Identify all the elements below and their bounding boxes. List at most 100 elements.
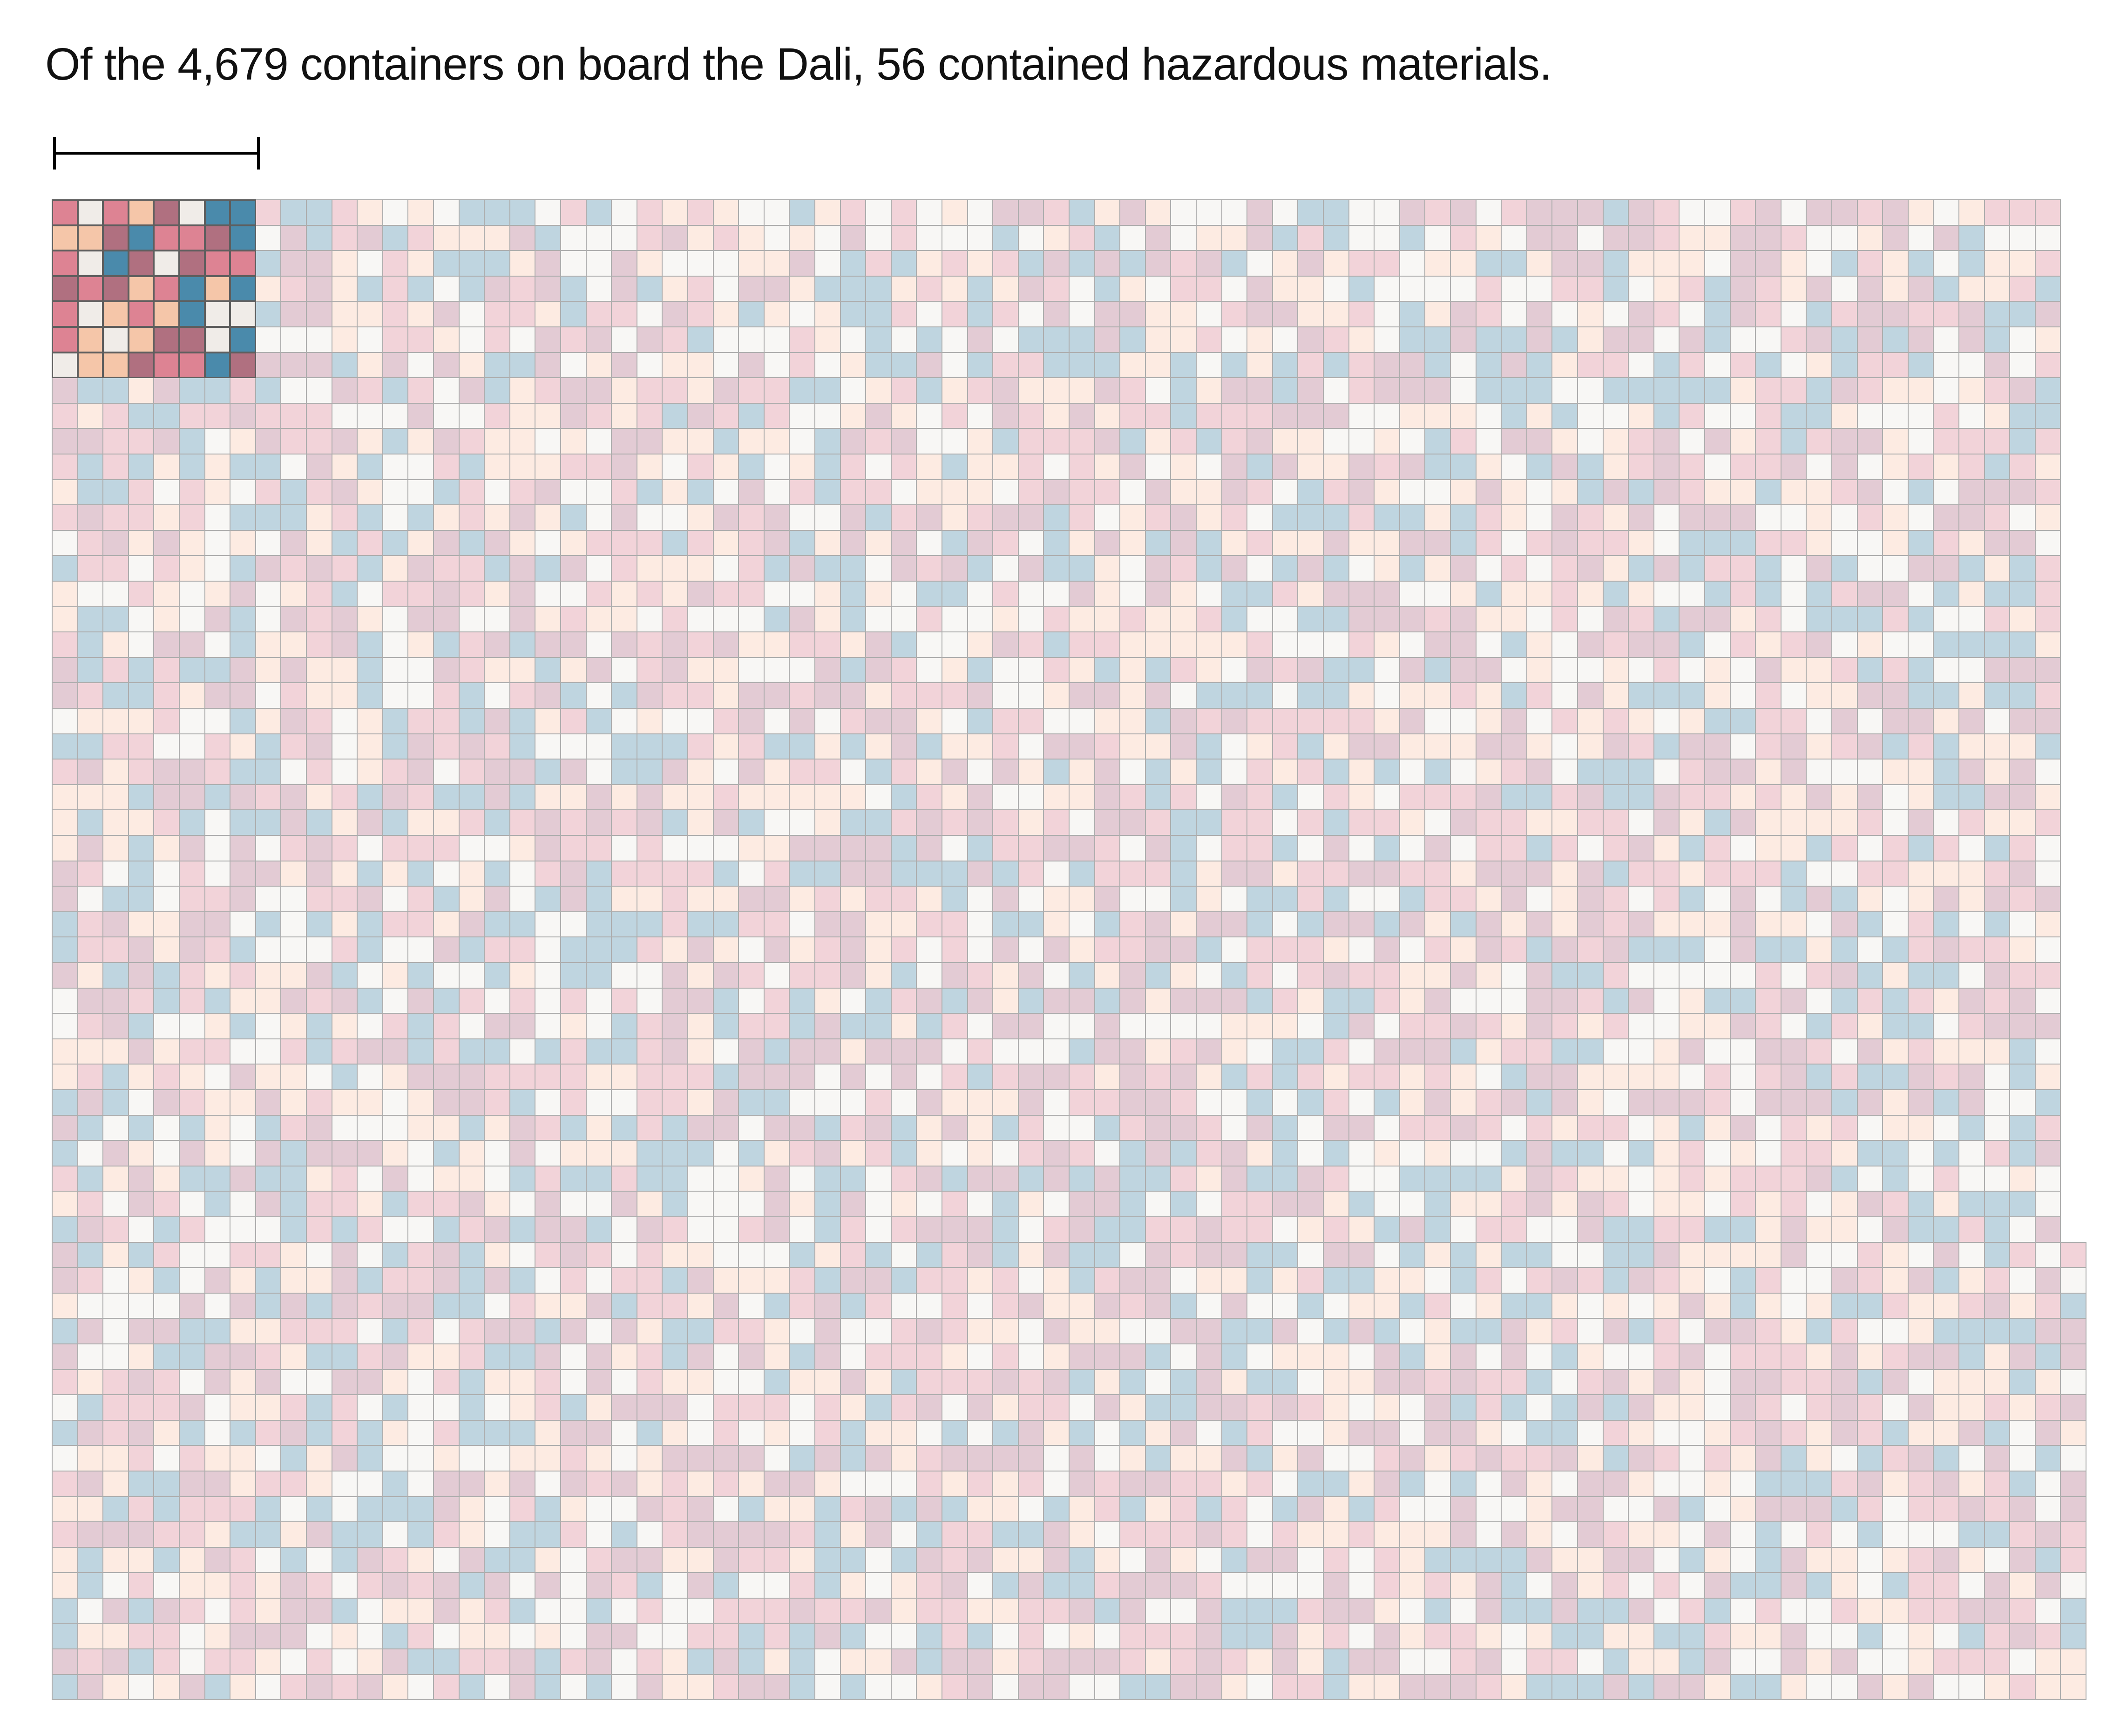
container-cell bbox=[1780, 529, 1807, 556]
container-cell bbox=[992, 529, 1019, 556]
container-cell bbox=[331, 1419, 358, 1446]
container-cell bbox=[535, 1648, 561, 1675]
container-cell bbox=[1856, 733, 1883, 760]
container-cell bbox=[1755, 555, 1782, 582]
container-cell bbox=[992, 250, 1019, 277]
container-cell bbox=[2009, 886, 2036, 912]
container-cell bbox=[1907, 1064, 1934, 1090]
container-cell bbox=[916, 1471, 942, 1497]
container-cell bbox=[1551, 784, 1578, 811]
container-cell bbox=[331, 504, 358, 531]
container-cell bbox=[1933, 911, 1959, 938]
container-cell bbox=[662, 1241, 688, 1268]
container-cell bbox=[560, 733, 587, 760]
container-cell bbox=[1094, 657, 1121, 684]
container-cell bbox=[662, 377, 688, 404]
container-cell bbox=[1907, 1140, 1934, 1166]
container-cell bbox=[179, 1419, 205, 1446]
container-cell bbox=[1043, 1419, 1070, 1446]
container-cell bbox=[1374, 1140, 1400, 1166]
container-cell bbox=[1780, 1623, 1807, 1650]
container-cell bbox=[1551, 657, 1578, 684]
container-cell bbox=[1679, 1546, 1705, 1573]
container-cell bbox=[1501, 1648, 1527, 1675]
container-cell bbox=[433, 759, 460, 785]
container-cell bbox=[636, 1369, 663, 1396]
hazardous-container-cell bbox=[102, 199, 129, 226]
container-cell bbox=[331, 402, 358, 429]
container-cell bbox=[916, 199, 942, 226]
container-cell bbox=[1170, 1369, 1197, 1396]
container-cell bbox=[280, 1292, 307, 1319]
container-cell bbox=[1907, 886, 1934, 912]
container-cell bbox=[814, 1419, 841, 1446]
container-cell bbox=[1526, 326, 1553, 353]
container-cell bbox=[967, 1674, 994, 1701]
container-cell bbox=[1907, 657, 1934, 684]
container-cell bbox=[255, 1292, 282, 1319]
container-cell bbox=[712, 708, 739, 734]
container-cell bbox=[1907, 759, 1934, 785]
container-cell bbox=[1399, 1521, 1426, 1548]
container-cell bbox=[484, 809, 510, 836]
container-cell bbox=[1399, 1445, 1426, 1472]
container-cell bbox=[1551, 454, 1578, 480]
container-cell bbox=[1501, 784, 1527, 811]
container-cell bbox=[1780, 224, 1807, 251]
container-cell bbox=[560, 606, 587, 633]
container-cell bbox=[255, 1648, 282, 1675]
container-cell bbox=[1958, 708, 1985, 734]
container-cell bbox=[865, 631, 892, 658]
container-cell bbox=[585, 1241, 612, 1268]
container-cell bbox=[585, 250, 612, 277]
container-cell bbox=[1958, 631, 1985, 658]
container-cell bbox=[484, 1292, 510, 1319]
container-cell bbox=[204, 962, 231, 989]
container-cell bbox=[1755, 682, 1782, 709]
container-cell bbox=[1450, 606, 1477, 633]
container-cell bbox=[1170, 835, 1197, 861]
container-cell bbox=[865, 1419, 892, 1446]
container-cell bbox=[1170, 1292, 1197, 1319]
container-cell bbox=[484, 1674, 510, 1701]
container-cell bbox=[712, 301, 739, 327]
container-cell bbox=[916, 555, 942, 582]
container-cell bbox=[407, 1038, 434, 1065]
container-cell bbox=[1501, 1471, 1527, 1497]
container-cell bbox=[357, 377, 383, 404]
container-cell bbox=[1907, 428, 1934, 454]
container-cell bbox=[1272, 1267, 1299, 1294]
container-cell bbox=[1272, 860, 1299, 887]
container-cell bbox=[1094, 962, 1121, 989]
container-cell bbox=[255, 250, 282, 277]
container-cell bbox=[280, 1623, 307, 1650]
container-cell bbox=[1094, 250, 1121, 277]
container-cell bbox=[585, 962, 612, 989]
container-cell bbox=[1069, 1648, 1095, 1675]
container-cell bbox=[1907, 1114, 1934, 1141]
container-cell bbox=[1043, 1572, 1070, 1599]
container-cell bbox=[102, 1369, 129, 1396]
container-cell bbox=[1526, 504, 1553, 531]
container-cell bbox=[1272, 199, 1299, 226]
container-cell bbox=[306, 682, 332, 709]
container-cell bbox=[509, 428, 536, 454]
container-cell bbox=[1272, 936, 1299, 963]
container-cell bbox=[1196, 657, 1222, 684]
container-cell bbox=[458, 1165, 485, 1192]
container-cell bbox=[865, 1318, 892, 1344]
container-cell bbox=[789, 962, 815, 989]
container-cell bbox=[1653, 1369, 1680, 1396]
container-cell bbox=[509, 1445, 536, 1472]
container-cell bbox=[306, 1598, 332, 1624]
container-cell bbox=[280, 987, 307, 1014]
container-cell bbox=[1221, 1623, 1248, 1650]
container-cell bbox=[865, 1064, 892, 1090]
container-cell bbox=[1806, 1496, 1832, 1523]
container-cell bbox=[814, 1623, 841, 1650]
container-cell bbox=[1526, 631, 1553, 658]
container-cell bbox=[1984, 987, 2011, 1014]
container-cell bbox=[153, 555, 180, 582]
container-cell bbox=[484, 1369, 510, 1396]
container-cell bbox=[1017, 326, 1044, 353]
